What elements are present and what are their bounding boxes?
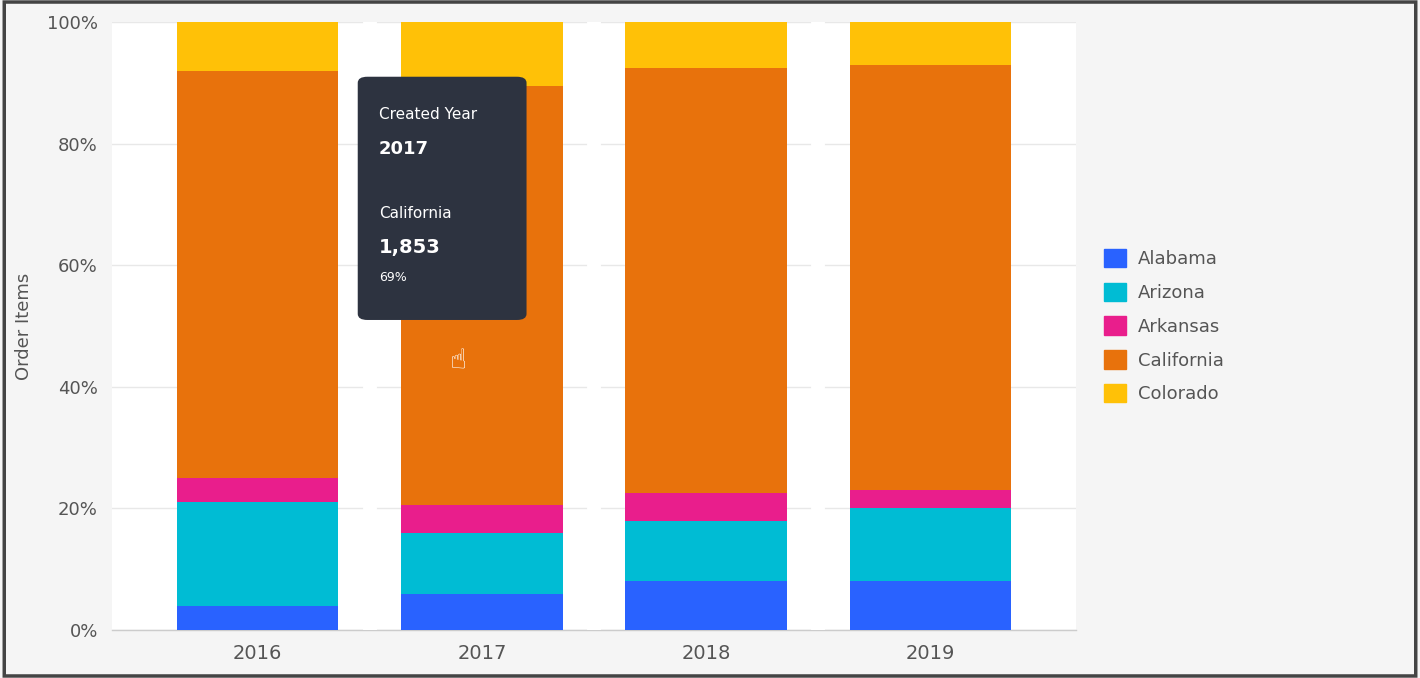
Y-axis label: Order Items: Order Items <box>16 273 33 380</box>
Bar <box>400 505 562 533</box>
Bar <box>178 478 338 502</box>
Bar <box>178 22 338 71</box>
Bar <box>849 64 1011 490</box>
Bar <box>625 68 787 494</box>
Bar <box>400 22 562 86</box>
Text: California: California <box>379 205 452 220</box>
Text: 1,853: 1,853 <box>379 239 440 258</box>
Bar <box>400 594 562 630</box>
Bar <box>178 502 338 605</box>
Bar <box>625 494 787 521</box>
Bar <box>178 71 338 478</box>
Bar <box>625 521 787 582</box>
Bar <box>849 22 1011 64</box>
Text: Created Year: Created Year <box>379 107 477 122</box>
Bar <box>178 605 338 630</box>
Text: ☜: ☜ <box>440 347 469 372</box>
Text: 2017: 2017 <box>379 140 429 158</box>
Bar <box>625 582 787 630</box>
Bar <box>400 86 562 505</box>
FancyBboxPatch shape <box>358 77 527 320</box>
Text: 69%: 69% <box>379 271 406 284</box>
Bar <box>849 490 1011 508</box>
Bar <box>625 22 787 68</box>
Bar <box>849 582 1011 630</box>
Bar <box>400 533 562 594</box>
Bar <box>849 508 1011 582</box>
Legend: Alabama, Arizona, Arkansas, California, Colorado: Alabama, Arizona, Arkansas, California, … <box>1095 240 1233 412</box>
